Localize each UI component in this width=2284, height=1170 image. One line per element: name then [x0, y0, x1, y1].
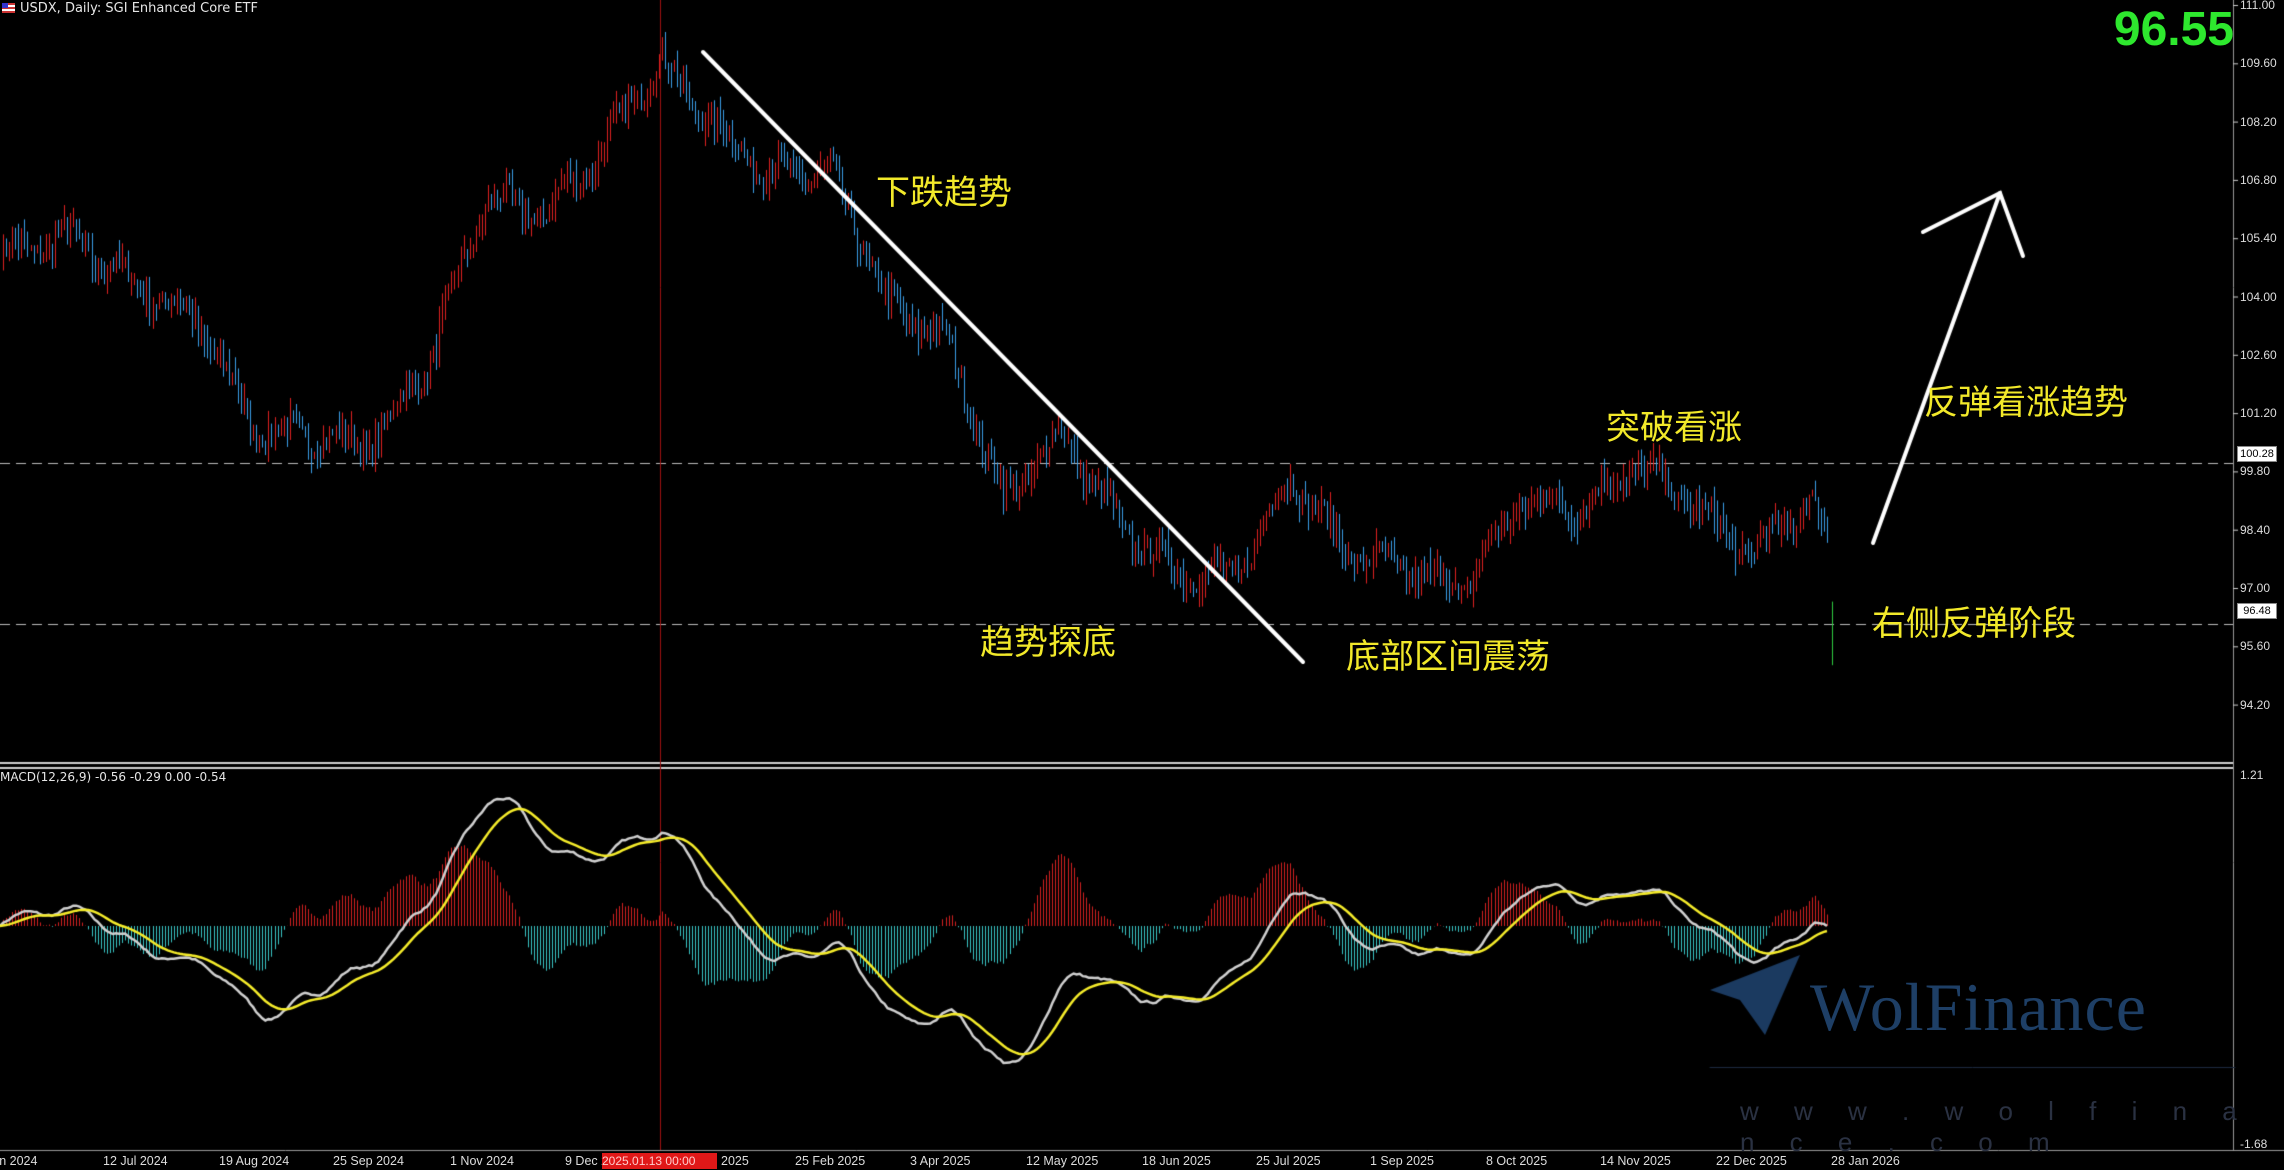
- price-axis-tick: 104.00: [2240, 289, 2277, 304]
- price-axis-tick: 95.60: [2240, 639, 2271, 654]
- time-axis-tick: 19 Aug 2024: [219, 1154, 290, 1168]
- time-axis-tick: 12 May 2025: [1026, 1154, 1099, 1168]
- price-axis-tick: 102.60: [2240, 347, 2277, 362]
- macd-axis-bottom: -1.68: [2240, 1137, 2268, 1151]
- price-axis-tick: 101.20: [2240, 406, 2277, 421]
- price-axis-tick: 109.60: [2240, 56, 2277, 71]
- price-axis-tick: 108.20: [2240, 114, 2277, 129]
- annotation-range: 底部区间震荡: [1346, 637, 1550, 677]
- time-axis-tick: 28 Jan 2026: [1831, 1154, 1900, 1168]
- crosshair-time-label: 2025.01.13 00:00: [602, 1153, 717, 1169]
- price-axis-tick: 99.80: [2240, 464, 2271, 479]
- time-axis-tick: 25 Sep 2024: [333, 1154, 404, 1168]
- time-axis-tick: 1 Sep 2025: [1370, 1154, 1434, 1168]
- price-axis-tick: 94.20: [2240, 697, 2271, 712]
- time-axis-tick: 25 Feb 2025: [795, 1154, 866, 1168]
- time-axis-tick: 3 Apr 2025: [910, 1154, 971, 1168]
- current-price: 96.55: [2113, 3, 2234, 56]
- price-axis-tick: 105.40: [2240, 231, 2277, 246]
- time-axis-tick: 8 Oct 2025: [1486, 1154, 1548, 1168]
- price-axis-tick: 106.80: [2240, 172, 2277, 187]
- time-axis-tick: 25 Jul 2025: [1256, 1154, 1321, 1168]
- flag-icon: [2, 3, 15, 13]
- chart-title: USDX, Daily: SGI Enhanced Core ETF: [20, 1, 258, 16]
- macd-title: MACD(12,26,9) -0.56 -0.29 0.00 -0.54: [0, 770, 227, 784]
- price-axis-tick: 98.40: [2240, 522, 2271, 537]
- watermark-url: w w w . w o l f i n a n c e . c o m: [1740, 1096, 2251, 1157]
- annotation-bottoming: 趋势探底: [980, 623, 1116, 663]
- time-axis-tick: 18 Jun 2025: [1142, 1154, 1211, 1168]
- time-axis-tick: 14 Nov 2025: [1600, 1154, 1671, 1168]
- time-axis-tick: Jun 2024: [0, 1154, 38, 1168]
- time-axis-tick: 22 Dec 2025: [1716, 1154, 1787, 1168]
- time-axis-tick: 12 Jul 2024: [103, 1154, 168, 1168]
- current-price-label: 96.48: [2237, 603, 2277, 619]
- time-axis-tick: 1 Nov 2024: [450, 1154, 514, 1168]
- price-axis-tick: 97.00: [2240, 581, 2271, 595]
- macd-axis-top: 1.21: [2240, 768, 2264, 782]
- watermark-logo: WolFinance: [1810, 969, 2147, 1045]
- annotation-right-rebound: 右侧反弹阶段: [1872, 604, 2076, 644]
- price-axis-tick: 111.00: [2240, 0, 2275, 12]
- annotation-bullish-trend: 反弹看涨趋势: [1924, 383, 2128, 423]
- level-price-label: 100.28: [2237, 446, 2277, 462]
- annotation-breakout: 突破看涨: [1606, 408, 1742, 448]
- annotation-downtrend: 下跌趋势: [876, 173, 1012, 213]
